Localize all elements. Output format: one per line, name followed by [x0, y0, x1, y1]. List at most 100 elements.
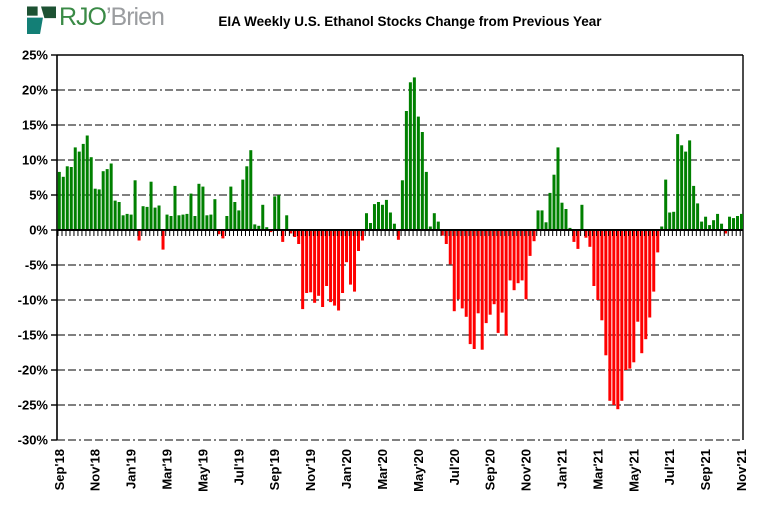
bar-positive: [664, 179, 668, 230]
bar-positive: [400, 180, 404, 230]
bar-negative: [161, 230, 165, 250]
bar-negative: [724, 230, 728, 234]
bar-positive: [552, 174, 556, 230]
x-tick-label: Jan'20: [339, 449, 354, 489]
bar-positive: [736, 216, 740, 230]
bar-negative: [640, 230, 644, 354]
bar-positive: [61, 176, 65, 230]
bar-positive: [189, 193, 193, 230]
x-tick-label: Sep'21: [698, 449, 713, 490]
bar-positive: [177, 215, 181, 230]
bar-positive: [560, 202, 564, 230]
bar-positive: [65, 166, 69, 230]
bar-negative: [612, 230, 616, 405]
bar-negative: [620, 230, 624, 401]
bar-negative: [456, 230, 460, 300]
bar-negative: [269, 230, 273, 233]
chart-title: EIA Weekly U.S. Ethanol Stocks Change fr…: [218, 14, 602, 29]
bar-positive: [185, 213, 189, 230]
bar-negative: [448, 230, 452, 265]
bar-positive: [568, 227, 572, 230]
bar-positive: [424, 171, 428, 230]
bar-negative: [636, 230, 640, 322]
y-tick-label: 5%: [29, 188, 48, 203]
bar-positive: [436, 221, 440, 230]
bar-positive: [285, 215, 289, 230]
bar-positive: [676, 134, 680, 230]
bar-negative: [357, 230, 361, 251]
bar-negative: [480, 230, 484, 350]
bar-positive: [712, 220, 716, 230]
bar-positive: [672, 211, 676, 230]
bar-negative: [305, 230, 309, 293]
bar-positive: [233, 202, 237, 230]
x-tick-label: Jul'21: [662, 449, 677, 485]
x-tick-label: Nov'19: [303, 449, 318, 491]
bar-positive: [680, 145, 684, 230]
bar-positive: [428, 226, 432, 230]
bar-positive: [376, 202, 380, 230]
bar-positive: [548, 192, 552, 230]
bar-positive: [432, 213, 436, 230]
bar-negative: [520, 230, 524, 281]
bar-negative: [281, 230, 285, 242]
bar-positive: [380, 204, 384, 230]
bar-negative: [600, 230, 604, 321]
bar-negative: [624, 230, 628, 370]
bar-negative: [596, 230, 600, 300]
y-tick-label: -10%: [18, 293, 49, 308]
rjobrien-logo-icon: [27, 6, 56, 35]
bar-negative: [317, 230, 321, 296]
bar-positive: [197, 183, 201, 230]
bar-positive: [720, 223, 724, 230]
bar-negative: [221, 230, 225, 239]
bar-positive: [145, 206, 149, 230]
bar-positive: [93, 188, 97, 230]
x-tick-label: Mar'19: [160, 449, 175, 490]
bar-positive: [257, 225, 261, 230]
bar-positive: [81, 143, 85, 230]
bar-positive: [728, 216, 732, 230]
x-tick-label: Mar'21: [590, 449, 605, 490]
y-tick-label: 0%: [29, 223, 48, 238]
bar-positive: [213, 199, 217, 230]
y-tick-label: -15%: [18, 328, 49, 343]
bar-negative: [592, 230, 596, 286]
bar-positive: [372, 204, 376, 230]
bar-negative: [644, 230, 648, 340]
bar-positive: [364, 213, 368, 230]
bar-positive: [113, 200, 117, 230]
y-tick-label: 15%: [22, 118, 48, 133]
bar-negative: [297, 230, 301, 244]
bar-positive: [249, 150, 253, 230]
bar-positive: [101, 171, 105, 230]
bar-negative: [648, 230, 652, 318]
bar-positive: [388, 212, 392, 230]
bar-positive: [237, 210, 241, 230]
bar-positive: [408, 82, 412, 230]
bar-positive: [420, 132, 424, 230]
bar-negative: [396, 230, 400, 240]
x-tick-label: Nov'20: [519, 449, 534, 491]
bar-positive: [149, 181, 153, 230]
bar-positive: [368, 223, 372, 230]
y-tick-label: 20%: [22, 83, 48, 98]
logo-text-brien: ’Brien: [106, 3, 165, 31]
bar-positive: [141, 206, 145, 230]
bar-negative: [349, 230, 353, 285]
x-tick-label: Jan'21: [554, 449, 569, 489]
bar-positive: [73, 147, 77, 230]
x-tick-label: Jan'19: [124, 449, 139, 489]
bar-positive: [121, 215, 125, 230]
bar-positive: [412, 77, 416, 231]
bar-positive: [684, 151, 688, 230]
bar-positive: [253, 224, 257, 230]
bar-negative: [532, 230, 536, 242]
x-tick-label: Nov'18: [88, 449, 103, 491]
bar-negative: [325, 230, 329, 286]
bar-positive: [716, 213, 720, 230]
bar-negative: [504, 230, 508, 336]
bar-positive: [125, 213, 129, 230]
x-tick-label: Sep'18: [52, 449, 67, 490]
